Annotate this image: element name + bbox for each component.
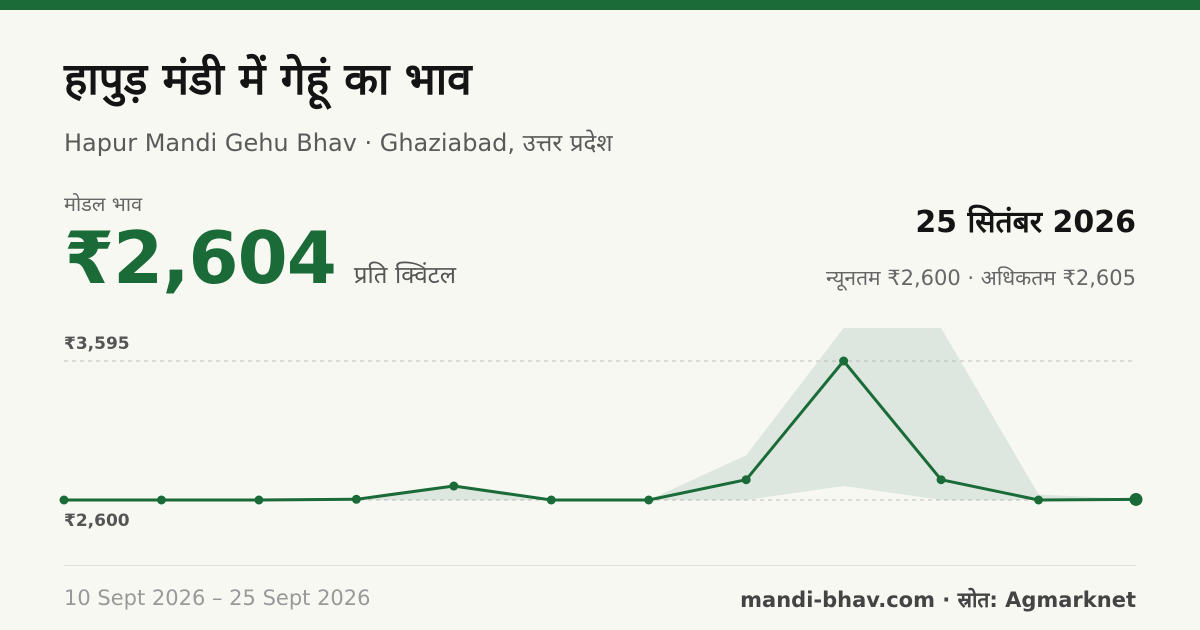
y-tick-label-max: ₹3,595 bbox=[64, 334, 130, 354]
latest-data-point bbox=[1129, 492, 1143, 506]
data-point bbox=[449, 481, 459, 491]
data-point bbox=[59, 495, 69, 505]
model-price-label: मोडल भाव bbox=[64, 192, 143, 216]
footer-divider bbox=[64, 565, 1136, 566]
data-point bbox=[839, 356, 849, 366]
page-title: हापुड़ मंडी में गेहूं का भाव bbox=[64, 54, 472, 105]
model-price-value: ₹2,604 bbox=[64, 216, 337, 300]
price-unit: प्रति क्विंटल bbox=[353, 261, 457, 289]
data-point bbox=[351, 494, 361, 504]
min-max-range: न्यूनतम ₹2,600 · अधिकतम ₹2,605 bbox=[826, 266, 1136, 290]
y-tick-label-min: ₹2,600 bbox=[64, 511, 130, 531]
data-point bbox=[741, 475, 751, 485]
price-row: ₹2,604 प्रति क्विंटल bbox=[64, 222, 456, 294]
data-point bbox=[254, 495, 264, 505]
data-point bbox=[1034, 495, 1044, 505]
data-point bbox=[156, 495, 166, 505]
report-date: 25 सितंबर 2026 bbox=[915, 205, 1136, 240]
price-line-chart bbox=[59, 328, 1143, 506]
data-point bbox=[644, 495, 654, 505]
price-range-band-layer bbox=[64, 328, 1136, 500]
price-series-line bbox=[64, 359, 1137, 502]
source-credit: mandi-bhav.com · स्रोत: Agmarknet bbox=[740, 588, 1136, 612]
date-range: 10 Sept 2026 – 25 Sept 2026 bbox=[64, 586, 371, 610]
price-range-band bbox=[64, 328, 1136, 500]
data-point bbox=[546, 495, 556, 505]
data-point bbox=[936, 475, 946, 485]
series-points-layer bbox=[59, 356, 1143, 506]
page-subtitle: Hapur Mandi Gehu Bhav · Ghaziabad, उत्तर… bbox=[64, 129, 613, 157]
top-accent-bar bbox=[0, 0, 1200, 10]
series-line-layer bbox=[64, 359, 1137, 502]
